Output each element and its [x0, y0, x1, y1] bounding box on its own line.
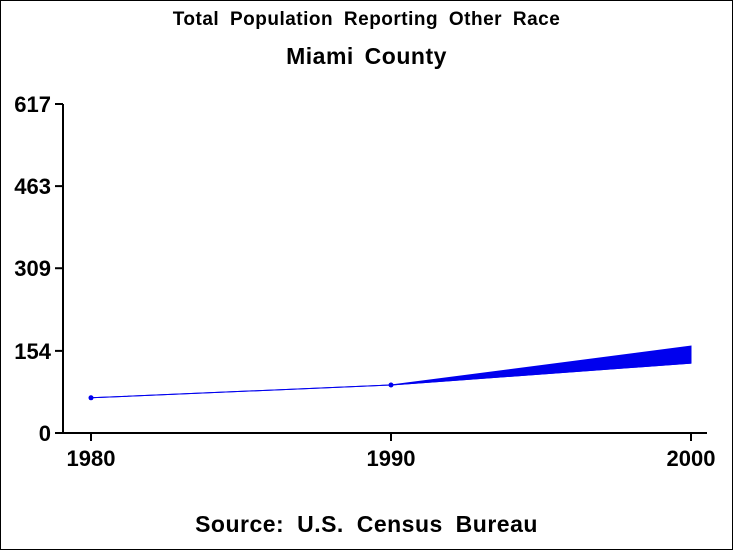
data-point-marker [388, 382, 394, 388]
y-tick-label: 617 [14, 92, 51, 117]
chart-title: Total Population Reporting Other Race [172, 9, 561, 30]
x-tick-label: 1980 [67, 446, 116, 471]
data-point-marker [88, 395, 94, 401]
x-tick-label: 2000 [667, 446, 716, 471]
y-tick-label: 309 [14, 256, 51, 281]
series-band [90, 345, 692, 399]
y-tick-label: 0 [39, 421, 51, 446]
y-tick-label: 463 [14, 174, 51, 199]
y-tick-label: 154 [14, 339, 51, 364]
x-tick-label: 1990 [367, 446, 416, 471]
source-note: Source: U.S. Census Bureau [195, 511, 538, 537]
chart-subtitle: Miami County [286, 43, 447, 69]
